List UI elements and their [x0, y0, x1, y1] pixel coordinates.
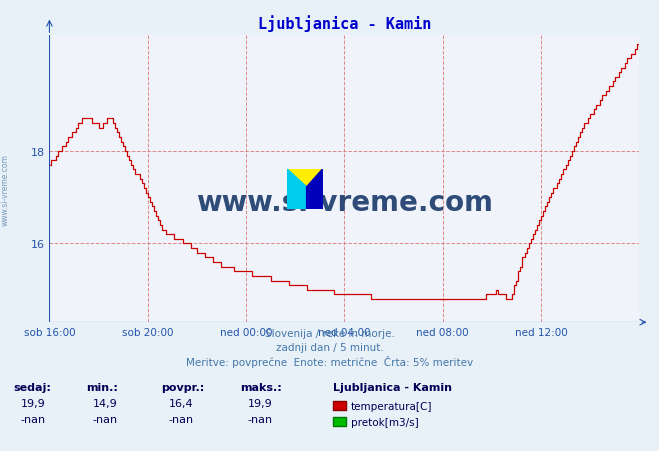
Text: 16,4: 16,4: [169, 398, 194, 408]
Text: pretok[m3/s]: pretok[m3/s]: [351, 417, 418, 427]
Title: Ljubljanica - Kamin: Ljubljanica - Kamin: [258, 15, 431, 32]
Text: sedaj:: sedaj:: [13, 382, 51, 392]
Text: -nan: -nan: [20, 414, 45, 423]
Text: maks.:: maks.:: [241, 382, 282, 392]
Text: Slovenija / reke in morje.: Slovenija / reke in morje.: [264, 328, 395, 338]
Text: Meritve: povprečne  Enote: metrične  Črta: 5% meritev: Meritve: povprečne Enote: metrične Črta:…: [186, 355, 473, 368]
Polygon shape: [306, 169, 323, 210]
Text: -nan: -nan: [169, 414, 194, 423]
Polygon shape: [287, 169, 306, 210]
Text: www.si-vreme.com: www.si-vreme.com: [196, 188, 493, 216]
Text: temperatura[C]: temperatura[C]: [351, 401, 432, 411]
Text: -nan: -nan: [93, 414, 118, 423]
Text: min.:: min.:: [86, 382, 117, 392]
Text: Ljubljanica - Kamin: Ljubljanica - Kamin: [333, 382, 452, 392]
Text: povpr.:: povpr.:: [161, 382, 205, 392]
Text: 19,9: 19,9: [248, 398, 273, 408]
Text: 19,9: 19,9: [20, 398, 45, 408]
Text: zadnji dan / 5 minut.: zadnji dan / 5 minut.: [275, 342, 384, 352]
Text: www.si-vreme.com: www.si-vreme.com: [1, 153, 10, 226]
Text: -nan: -nan: [248, 414, 273, 423]
Text: 14,9: 14,9: [93, 398, 118, 408]
